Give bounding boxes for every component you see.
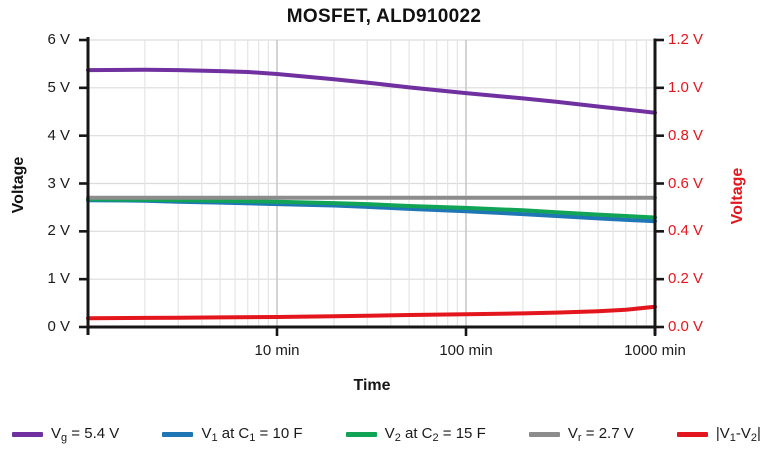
legend-label: V1 at C1 = 10 F xyxy=(201,424,303,444)
left-tick-label: 0 V xyxy=(47,318,70,335)
x-tick-label: 1000 min xyxy=(624,342,686,359)
legend-swatch xyxy=(12,431,43,437)
legend-item-Vr: Vr = 2.7 V xyxy=(528,424,634,444)
legend: Vg = 5.4 V V1 at C1 = 10 F V2 at C2 = 15 F… xyxy=(12,422,761,446)
left-tick-label: 6 V xyxy=(47,31,70,48)
legend-swatch xyxy=(162,431,194,437)
right-tick-label: 0.6 V xyxy=(668,174,704,192)
legend-item-V2: V2 at C2 = 15 F xyxy=(345,424,486,444)
legend-swatch xyxy=(345,431,377,437)
right-tick-label: 0.2 V xyxy=(668,270,704,288)
legend-label: Vr = 2.7 V xyxy=(567,424,634,444)
legend-label: Vg = 5.4 V xyxy=(51,424,120,444)
legend-swatch xyxy=(676,431,708,437)
right-tick-label: 1.0 V xyxy=(668,78,704,96)
x-tick-label: 10 min xyxy=(254,342,300,359)
legend-item-Vg: Vg = 5.4 V xyxy=(12,425,119,444)
right-tick-label: 1.2 V xyxy=(668,31,704,48)
x-axis-title: Time xyxy=(353,377,391,394)
right-tick-label: 0.4 V xyxy=(668,222,704,240)
left-tick-label: 4 V xyxy=(47,126,70,144)
right-tick-label: 0.0 V xyxy=(668,318,704,335)
legend-item-V1: V1 at C1 = 10 F xyxy=(162,424,303,444)
x-tick-label: 100 min xyxy=(439,342,493,359)
legend-label: V2 at C2 = 15 F xyxy=(384,424,486,444)
left-tick-label: 3 V xyxy=(47,174,70,192)
series-line-Vg xyxy=(86,67,657,115)
legend-item-V1-V2: |V1-V2| xyxy=(676,424,761,444)
chart-title: MOSFET, ALD910022 xyxy=(286,6,482,27)
right-tick-label: 0.8 V xyxy=(668,126,704,144)
left-tick-label: 2 V xyxy=(47,222,70,240)
left-tick-label: 1 V xyxy=(47,270,70,288)
series-line-V2 xyxy=(86,197,657,220)
legend-swatch xyxy=(528,431,560,437)
left-tick-label: 5 V xyxy=(47,78,70,96)
legend-label: |V1-V2| xyxy=(715,424,761,444)
right-axis-title: Voltage xyxy=(729,167,746,225)
series-line-V1-V2 xyxy=(86,304,657,321)
